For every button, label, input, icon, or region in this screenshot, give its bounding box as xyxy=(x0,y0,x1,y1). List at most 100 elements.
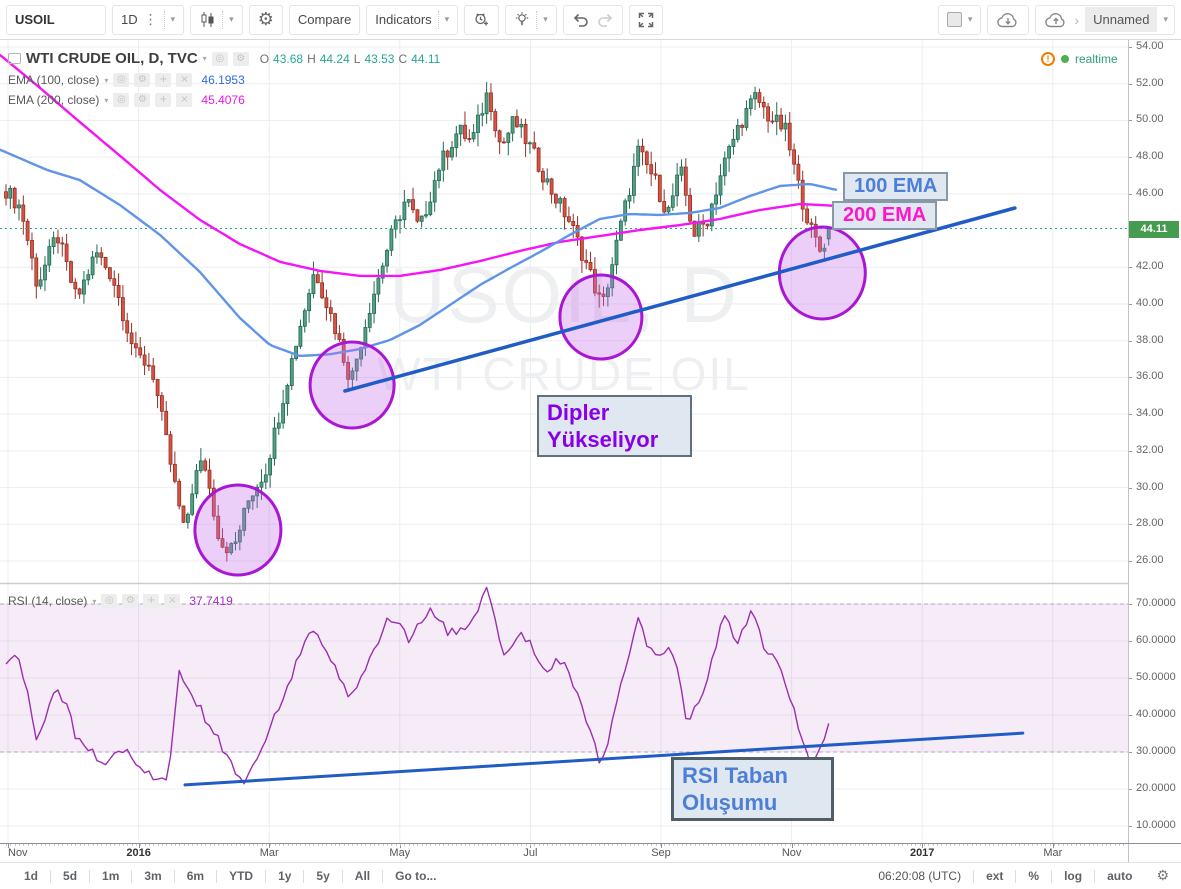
interval-dropdown-arrow[interactable]: ▾ xyxy=(170,14,176,25)
candlestick-series[interactable] xyxy=(4,82,831,562)
highlight-circle-2[interactable] xyxy=(308,340,396,430)
minor-tick-mark xyxy=(542,843,544,846)
ema100-dropdown-arrow[interactable]: ▾ xyxy=(104,75,109,85)
gear-icon[interactable]: ⚙ xyxy=(122,594,139,608)
minor-tick-mark xyxy=(677,843,679,846)
cloud-save-icon[interactable] xyxy=(1044,11,1068,29)
ema200-dropdown-arrow[interactable]: ▾ xyxy=(104,95,109,105)
layout-icon[interactable] xyxy=(946,12,962,27)
minor-tick-mark xyxy=(534,843,536,846)
minor-tick-mark xyxy=(586,843,588,846)
eye-icon[interactable]: ◎ xyxy=(211,51,228,66)
annotation-dipler[interactable]: Dipler Yükseliyor xyxy=(537,395,692,457)
main-series-legend[interactable]: WTI CRUDE OIL, D, TVC ▾ ◎ ⚙ O 43.68 H 44.2… xyxy=(8,50,440,67)
ema100-legend[interactable]: EMA (100, close) ▾ ◎ ⚙ + × 46.1953 xyxy=(8,73,245,87)
ema200-line[interactable] xyxy=(0,53,838,278)
minor-tick-mark xyxy=(114,843,116,846)
price-axis[interactable]: 44.11 54.00 52.00 50.00 48.00 46.00 42.00 40.0… xyxy=(1128,40,1181,843)
gear-icon[interactable]: ⚙ xyxy=(134,73,151,87)
range-button-6m[interactable]: 6m xyxy=(186,869,205,883)
clock[interactable]: 06:20:08 (UTC) xyxy=(878,869,962,883)
range-button-ytd[interactable]: YTD xyxy=(229,869,254,883)
time-axis[interactable]: Nov 2016 Mar May Jul Sep Nov 2017 Mar xyxy=(0,843,1128,862)
eye-icon[interactable]: ◎ xyxy=(101,594,118,608)
range-button-goto[interactable]: Go to... xyxy=(395,869,437,883)
minor-tick-mark xyxy=(404,843,406,846)
highlight-circle-3[interactable] xyxy=(558,273,644,361)
minor-tick-mark xyxy=(876,843,878,846)
eye-icon[interactable]: ◎ xyxy=(113,93,130,107)
series-dropdown-arrow[interactable]: ▾ xyxy=(202,54,207,63)
ema100-line[interactable] xyxy=(0,148,838,358)
close-icon[interactable]: × xyxy=(176,93,193,107)
cloud-load-icon[interactable] xyxy=(996,11,1020,29)
mode-button-percent[interactable]: % xyxy=(1028,869,1040,883)
symbol-input[interactable]: USOIL xyxy=(6,4,106,35)
minor-tick-mark xyxy=(703,843,705,846)
range-button-all[interactable]: All xyxy=(354,869,371,883)
mode-button-auto[interactable]: auto xyxy=(1107,869,1133,883)
add-alert-icon[interactable] xyxy=(473,11,490,28)
chart-style-dropdown-arrow[interactable]: ▾ xyxy=(229,14,234,25)
annotation-rsi-taban[interactable]: RSI Taban Oluşumu xyxy=(671,757,834,821)
minor-tick-mark xyxy=(434,843,436,846)
lightbulb-icon[interactable] xyxy=(514,11,530,28)
rsi-line[interactable] xyxy=(5,586,830,785)
range-button-1d[interactable]: 1d xyxy=(24,869,39,883)
rsi-legend[interactable]: RSI (14, close) ▾ ◎ ⚙ + × 37.7419 xyxy=(8,594,233,608)
candlestick-style-icon[interactable] xyxy=(199,11,216,28)
minor-tick-mark xyxy=(1084,843,1086,846)
rsi-dropdown-arrow[interactable]: ▾ xyxy=(92,596,97,606)
interval-menu-icon[interactable]: ⋮ xyxy=(143,11,158,28)
gear-icon[interactable]: ⚙ xyxy=(134,93,151,107)
mode-button-log[interactable]: log xyxy=(1064,869,1083,883)
trendline-main[interactable] xyxy=(343,206,1017,393)
separator xyxy=(303,869,305,883)
add-icon[interactable]: + xyxy=(143,594,160,608)
interval-button[interactable]: 1D xyxy=(121,12,138,27)
minor-tick-mark xyxy=(911,843,912,846)
compare-button[interactable]: Compare xyxy=(297,12,352,27)
warning-icon[interactable]: ! xyxy=(1041,52,1055,66)
ema200-legend[interactable]: EMA (200, close) ▾ ◎ ⚙ + × 45.4076 xyxy=(8,93,245,107)
price-tick-mark xyxy=(1128,524,1132,526)
range-button-5y[interactable]: 5y xyxy=(316,869,330,883)
fullscreen-icon[interactable] xyxy=(638,12,654,28)
undo-icon[interactable] xyxy=(572,13,590,27)
settings-gear-icon[interactable]: ⚙ xyxy=(257,8,274,30)
close-icon[interactable]: × xyxy=(176,73,193,87)
highlight-circle-4[interactable] xyxy=(777,225,867,321)
layout-name[interactable]: Unnamed xyxy=(1085,7,1158,32)
price-tick-mark xyxy=(1128,120,1132,122)
indicators-button[interactable]: Indicators xyxy=(375,12,432,27)
highlight-circle-1[interactable] xyxy=(193,483,283,577)
price-tick-label: 46.00 xyxy=(1136,186,1164,199)
minor-tick-mark xyxy=(716,843,718,846)
add-icon[interactable]: + xyxy=(155,93,172,107)
indicators-dropdown-arrow[interactable]: ▾ xyxy=(444,14,450,25)
layout-name-dropdown-arrow[interactable]: ▾ xyxy=(1163,14,1168,25)
annotation-200ema[interactable]: 200 EMA xyxy=(832,201,938,230)
range-button-1m[interactable]: 1m xyxy=(102,869,120,883)
chart-canvas[interactable] xyxy=(0,40,1128,843)
minor-tick-mark xyxy=(620,843,622,846)
footer-gear-icon[interactable]: ⚙ xyxy=(1156,868,1169,884)
range-button-3m[interactable]: 3m xyxy=(144,869,162,883)
eye-icon[interactable]: ◎ xyxy=(113,73,130,87)
redo-icon[interactable] xyxy=(596,13,614,27)
mode-button-ext[interactable]: ext xyxy=(986,869,1004,883)
annotation-100ema[interactable]: 100 EMA xyxy=(843,172,949,201)
add-icon[interactable]: + xyxy=(155,73,172,87)
minor-tick-mark xyxy=(330,843,332,846)
minor-tick-mark xyxy=(1114,843,1116,846)
ideas-dropdown-arrow[interactable]: ▾ xyxy=(543,14,548,25)
gear-icon[interactable]: ⚙ xyxy=(232,51,249,66)
minor-tick-mark xyxy=(529,843,531,846)
trendline-rsi[interactable] xyxy=(183,731,1025,787)
price-tick-label: 48.00 xyxy=(1136,150,1164,163)
layout-dropdown-arrow[interactable]: ▾ xyxy=(967,14,973,25)
range-button-1y[interactable]: 1y xyxy=(278,869,292,883)
close-icon[interactable]: × xyxy=(164,594,181,608)
range-button-5d[interactable]: 5d xyxy=(63,869,78,883)
minor-tick-mark xyxy=(391,843,393,846)
